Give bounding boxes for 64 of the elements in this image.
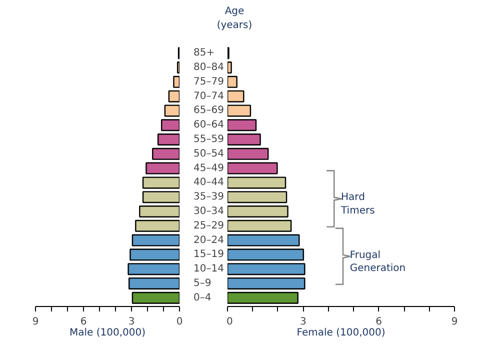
bar	[228, 191, 288, 204]
bar	[228, 292, 298, 304]
y-tick-label: 45–49	[194, 162, 224, 174]
x-tick-label: 9	[32, 316, 39, 328]
y-tick-label: 15–19	[194, 249, 224, 260]
y-tick-label: 75–79	[194, 76, 224, 88]
y-axis-title: Age (years)	[216, 5, 254, 33]
y-tick-label: 70–74	[194, 90, 224, 102]
bar	[228, 277, 306, 290]
bar	[160, 119, 180, 132]
bar	[128, 277, 180, 290]
y-tick-label: 0–4	[194, 292, 212, 304]
bar	[139, 205, 180, 218]
bar	[228, 263, 306, 276]
y-tick-label: 20–24	[194, 234, 224, 246]
bar	[228, 90, 244, 102]
x-tick-label: 0	[176, 316, 183, 328]
x-tick-label: 3	[300, 316, 306, 328]
x-axis-title: Male (100,000)	[69, 328, 146, 338]
bar	[228, 104, 252, 117]
x-tick-label: 0	[226, 316, 233, 328]
annotation: Frugal Generation	[350, 250, 406, 274]
bar	[228, 176, 286, 189]
bar	[228, 205, 288, 218]
annotation: Hard Timers	[340, 192, 375, 216]
y-tick-label: 65–69	[194, 105, 224, 116]
bar	[142, 176, 180, 189]
bar	[132, 292, 180, 304]
bar	[132, 234, 180, 246]
bar	[173, 76, 180, 88]
x-axis-title: Female (100,000)	[296, 328, 386, 338]
bar	[228, 62, 232, 74]
bar	[146, 162, 180, 174]
bar	[228, 248, 304, 261]
y-tick-label: 40–44	[194, 177, 224, 188]
bar	[157, 134, 180, 146]
y-tick-label: 25–29	[194, 220, 224, 232]
bar	[128, 263, 180, 276]
bar	[228, 234, 300, 246]
y-tick-label: 30–34	[194, 206, 224, 217]
y-tick-label: 60–64	[194, 120, 224, 131]
y-tick-label: 5–9	[194, 278, 212, 289]
bar	[228, 134, 261, 146]
bar	[168, 90, 180, 102]
y-tick-label: 10–14	[194, 264, 224, 275]
y-tick-label: 55–59	[194, 134, 224, 146]
y-tick-label: 80–84	[194, 62, 224, 74]
y-tick-label: 35–39	[194, 192, 224, 203]
bar	[228, 148, 269, 160]
bar	[228, 76, 238, 88]
bar	[130, 248, 180, 261]
bar	[228, 119, 257, 132]
bar	[228, 162, 278, 174]
bar	[135, 220, 180, 232]
x-tick-label: 6	[376, 316, 382, 328]
x-tick-label: 9	[451, 316, 458, 328]
y-tick-label: 85+	[194, 48, 215, 59]
bar	[152, 148, 180, 160]
x-tick-label: 6	[80, 316, 87, 328]
bar	[228, 220, 292, 232]
bar	[164, 104, 180, 117]
y-tick-label: 50–54	[194, 148, 224, 160]
bar	[142, 191, 180, 204]
x-tick-label: 3	[128, 316, 135, 328]
